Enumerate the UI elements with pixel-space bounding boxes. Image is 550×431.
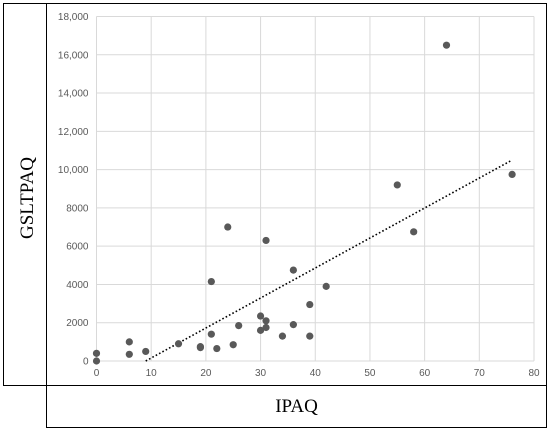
data-point: [410, 228, 418, 236]
x-axis-title-box: IPAQ: [46, 385, 547, 428]
y-tick-label: 4000: [66, 280, 89, 291]
data-point: [289, 266, 297, 274]
data-point: [207, 277, 215, 286]
x-tick-label: 60: [419, 368, 431, 379]
grid-layer: [96, 16, 535, 362]
data-point: [92, 357, 101, 365]
trendline-layer: [145, 159, 513, 362]
points-layer: [92, 41, 516, 365]
x-tick-label: 10: [146, 368, 158, 379]
data-point: [235, 321, 243, 330]
data-point: [229, 341, 237, 349]
y-tick-label: 14,000: [58, 89, 89, 100]
data-point: [508, 170, 516, 178]
y-tick-label: 10,000: [58, 165, 89, 176]
y-tick-label: 8000: [66, 203, 89, 214]
y-tick-label: 18,000: [58, 12, 89, 23]
y-tick-label: 12,000: [58, 127, 89, 138]
data-point: [125, 338, 133, 346]
data-point: [262, 323, 270, 332]
data-point: [256, 326, 265, 334]
y-axis-title: GSLTPAQ: [17, 156, 38, 240]
data-point: [393, 181, 401, 189]
data-point: [213, 344, 221, 353]
trendline: [145, 159, 513, 362]
data-point: [142, 347, 150, 356]
data-point: [207, 330, 215, 338]
x-tick-label: 80: [528, 368, 540, 379]
data-point: [306, 300, 314, 309]
x-axis-title: IPAQ: [275, 395, 318, 417]
ticks-layer: 0 2000 4000 6000 8000 10,000 12,000 14,000 16,00…: [58, 12, 540, 379]
data-point: [92, 349, 101, 357]
data-point: [174, 340, 183, 348]
x-tick-label: 0: [94, 368, 100, 379]
y-axis-title-box: GSLTPAQ: [3, 3, 47, 386]
data-point: [306, 332, 314, 340]
y-tick-label: 16,000: [58, 50, 89, 61]
x-tick-label: 30: [255, 368, 267, 379]
data-point: [289, 321, 297, 329]
scatter-chart: 0 2000 4000 6000 8000 10,000 12,000 14,000 16,00…: [58, 12, 540, 379]
data-point: [278, 332, 287, 340]
x-tick-label: 70: [474, 368, 486, 379]
data-point: [262, 236, 270, 245]
data-point: [196, 344, 205, 352]
data-point: [442, 41, 451, 49]
y-tick-label: 0: [83, 357, 89, 368]
data-point: [256, 312, 265, 320]
data-point: [322, 282, 330, 290]
x-tick-label: 20: [200, 368, 212, 379]
data-point: [224, 223, 232, 231]
x-tick-label: 40: [310, 368, 322, 379]
data-point: [262, 317, 270, 325]
x-tick-label: 50: [364, 368, 376, 379]
y-tick-label: 2000: [66, 318, 89, 329]
plot-frame: 0 2000 4000 6000 8000 10,000 12,000 14,000 16,00…: [46, 3, 547, 386]
y-tick-label: 6000: [66, 242, 89, 253]
data-point: [125, 350, 133, 358]
